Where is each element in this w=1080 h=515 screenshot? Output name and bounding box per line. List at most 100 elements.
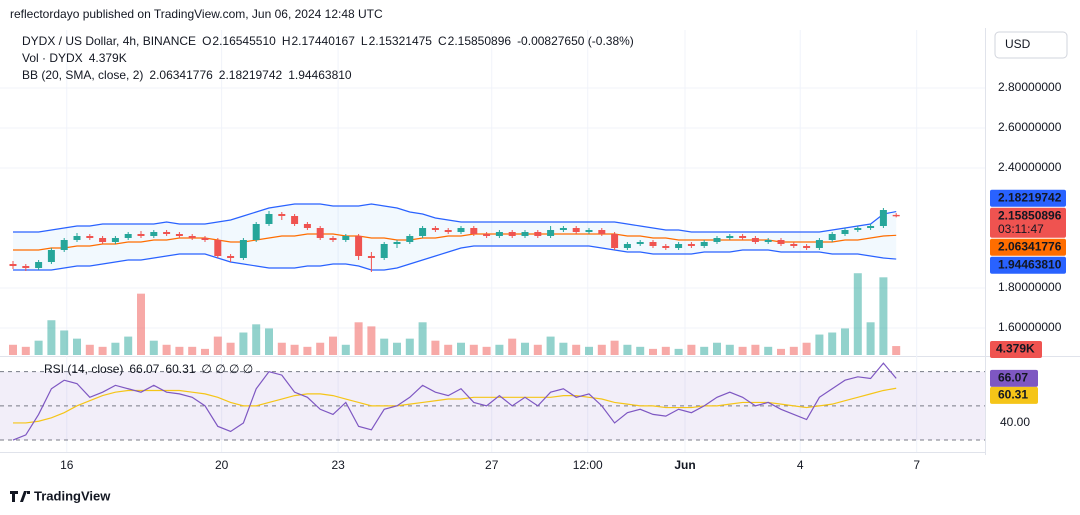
volume-bar bbox=[73, 338, 81, 355]
candle-body bbox=[355, 236, 363, 256]
legend-bb-value: 2.18219742 bbox=[219, 68, 283, 82]
volume-bar bbox=[469, 344, 478, 355]
candle-body bbox=[380, 244, 388, 258]
candle-body bbox=[636, 242, 644, 244]
price-label: 2.18219742 bbox=[998, 190, 1062, 204]
candle-body bbox=[790, 244, 798, 246]
volume-bar bbox=[674, 348, 683, 355]
legend-ohlc-value: 2.16545510 bbox=[212, 34, 276, 48]
candle-body bbox=[764, 240, 772, 242]
candle-body bbox=[265, 214, 273, 224]
candle-body bbox=[47, 250, 55, 262]
candle-body bbox=[879, 210, 887, 226]
candle-body bbox=[278, 214, 286, 216]
volume-bar bbox=[418, 322, 427, 355]
x-tick-label: 23 bbox=[331, 458, 345, 472]
legend-volume-name: Vol · DYDX bbox=[22, 51, 83, 65]
bb-lower bbox=[13, 245, 897, 271]
volume-bar bbox=[713, 342, 721, 355]
candle-body bbox=[687, 244, 695, 246]
volume-bar bbox=[738, 346, 747, 355]
volume-bar bbox=[213, 336, 222, 355]
legend-rsi-markers: ∅ ∅ ∅ ∅ bbox=[201, 362, 253, 376]
currency[interactable]: USD bbox=[1005, 37, 1031, 51]
x-tick-label: 27 bbox=[485, 458, 499, 472]
x-tick-label: 16 bbox=[60, 458, 74, 472]
volume-bar bbox=[508, 338, 517, 355]
candle-body bbox=[534, 232, 542, 236]
volume-bar bbox=[559, 342, 568, 355]
candle-body bbox=[623, 244, 631, 248]
y-tick-label: 2.40000000 bbox=[998, 160, 1062, 174]
volume-bar bbox=[853, 273, 862, 355]
rsi-line bbox=[12, 362, 897, 441]
candle-body bbox=[559, 228, 567, 230]
volume-bar bbox=[661, 346, 670, 355]
volume-bar bbox=[34, 340, 43, 355]
candle-body bbox=[803, 246, 811, 248]
candle-body bbox=[521, 232, 529, 236]
candle-body bbox=[9, 264, 17, 266]
candle-body bbox=[611, 234, 619, 248]
price-label-bg bbox=[990, 256, 1066, 274]
volume-bar bbox=[329, 336, 337, 355]
volume-bar bbox=[815, 334, 824, 355]
volume-bar bbox=[265, 328, 273, 355]
candle-body bbox=[585, 230, 593, 232]
legend-bb-name: BB (20, SMA, close, 2) bbox=[22, 68, 143, 82]
volume-bar bbox=[482, 346, 491, 355]
candle-body bbox=[214, 240, 222, 256]
volume-bar bbox=[9, 344, 17, 355]
volume-bar bbox=[380, 338, 389, 355]
candle-body bbox=[572, 228, 580, 232]
volume-bar bbox=[879, 277, 888, 355]
volume-bar bbox=[546, 336, 555, 355]
volume-bar bbox=[98, 346, 107, 355]
volume-bar bbox=[162, 344, 171, 355]
candle-body bbox=[713, 238, 721, 242]
candle-body bbox=[700, 242, 708, 246]
candle-body bbox=[124, 234, 132, 238]
candle-body bbox=[508, 232, 516, 236]
volume-bar bbox=[226, 342, 235, 355]
volume-bar bbox=[610, 340, 619, 355]
x-tick-label: Jun bbox=[674, 458, 695, 472]
legend-ohlc-key: H bbox=[282, 34, 291, 48]
candle-body bbox=[291, 216, 299, 224]
legend-bb-value: 2.06341776 bbox=[149, 68, 213, 82]
rsi-label: 66.07 bbox=[998, 371, 1028, 385]
y-tick-label: 2.60000000 bbox=[998, 120, 1062, 134]
legend-bb-value: 1.94463810 bbox=[288, 68, 352, 82]
tv-logo bbox=[10, 491, 30, 502]
volume-bar bbox=[687, 344, 696, 355]
volume-bar bbox=[47, 320, 56, 355]
grid bbox=[0, 30, 985, 452]
x-tick-label: 4 bbox=[797, 458, 804, 472]
candle-body bbox=[175, 234, 183, 236]
volume-bar bbox=[495, 344, 504, 355]
candle-body bbox=[815, 240, 823, 248]
legend-change: -0.00827650 (-0.38%) bbox=[517, 34, 634, 48]
y-tick-label: 1.60000000 bbox=[998, 320, 1062, 334]
candle-body bbox=[393, 242, 401, 244]
bb-middle bbox=[13, 233, 897, 251]
rsi-ma-label: 60.31 bbox=[998, 388, 1028, 402]
legend-rsi-value: 60.31 bbox=[165, 362, 195, 376]
price-label: 1.94463810 bbox=[998, 257, 1062, 271]
volume-bar bbox=[111, 342, 120, 355]
volume-label: 4.379K bbox=[996, 342, 1035, 356]
candle-body bbox=[726, 236, 734, 238]
candle-body bbox=[457, 228, 465, 232]
candle-body bbox=[227, 256, 235, 258]
candle-body bbox=[188, 236, 196, 238]
candle-body bbox=[329, 238, 337, 240]
legend-ohlc-key: O bbox=[202, 34, 211, 48]
volume-bar bbox=[175, 346, 184, 355]
volume-bar bbox=[252, 324, 261, 355]
candle-body bbox=[598, 230, 606, 234]
volume-bar bbox=[277, 342, 286, 355]
currency-button[interactable] bbox=[994, 31, 1068, 59]
volume-bar bbox=[892, 346, 901, 355]
